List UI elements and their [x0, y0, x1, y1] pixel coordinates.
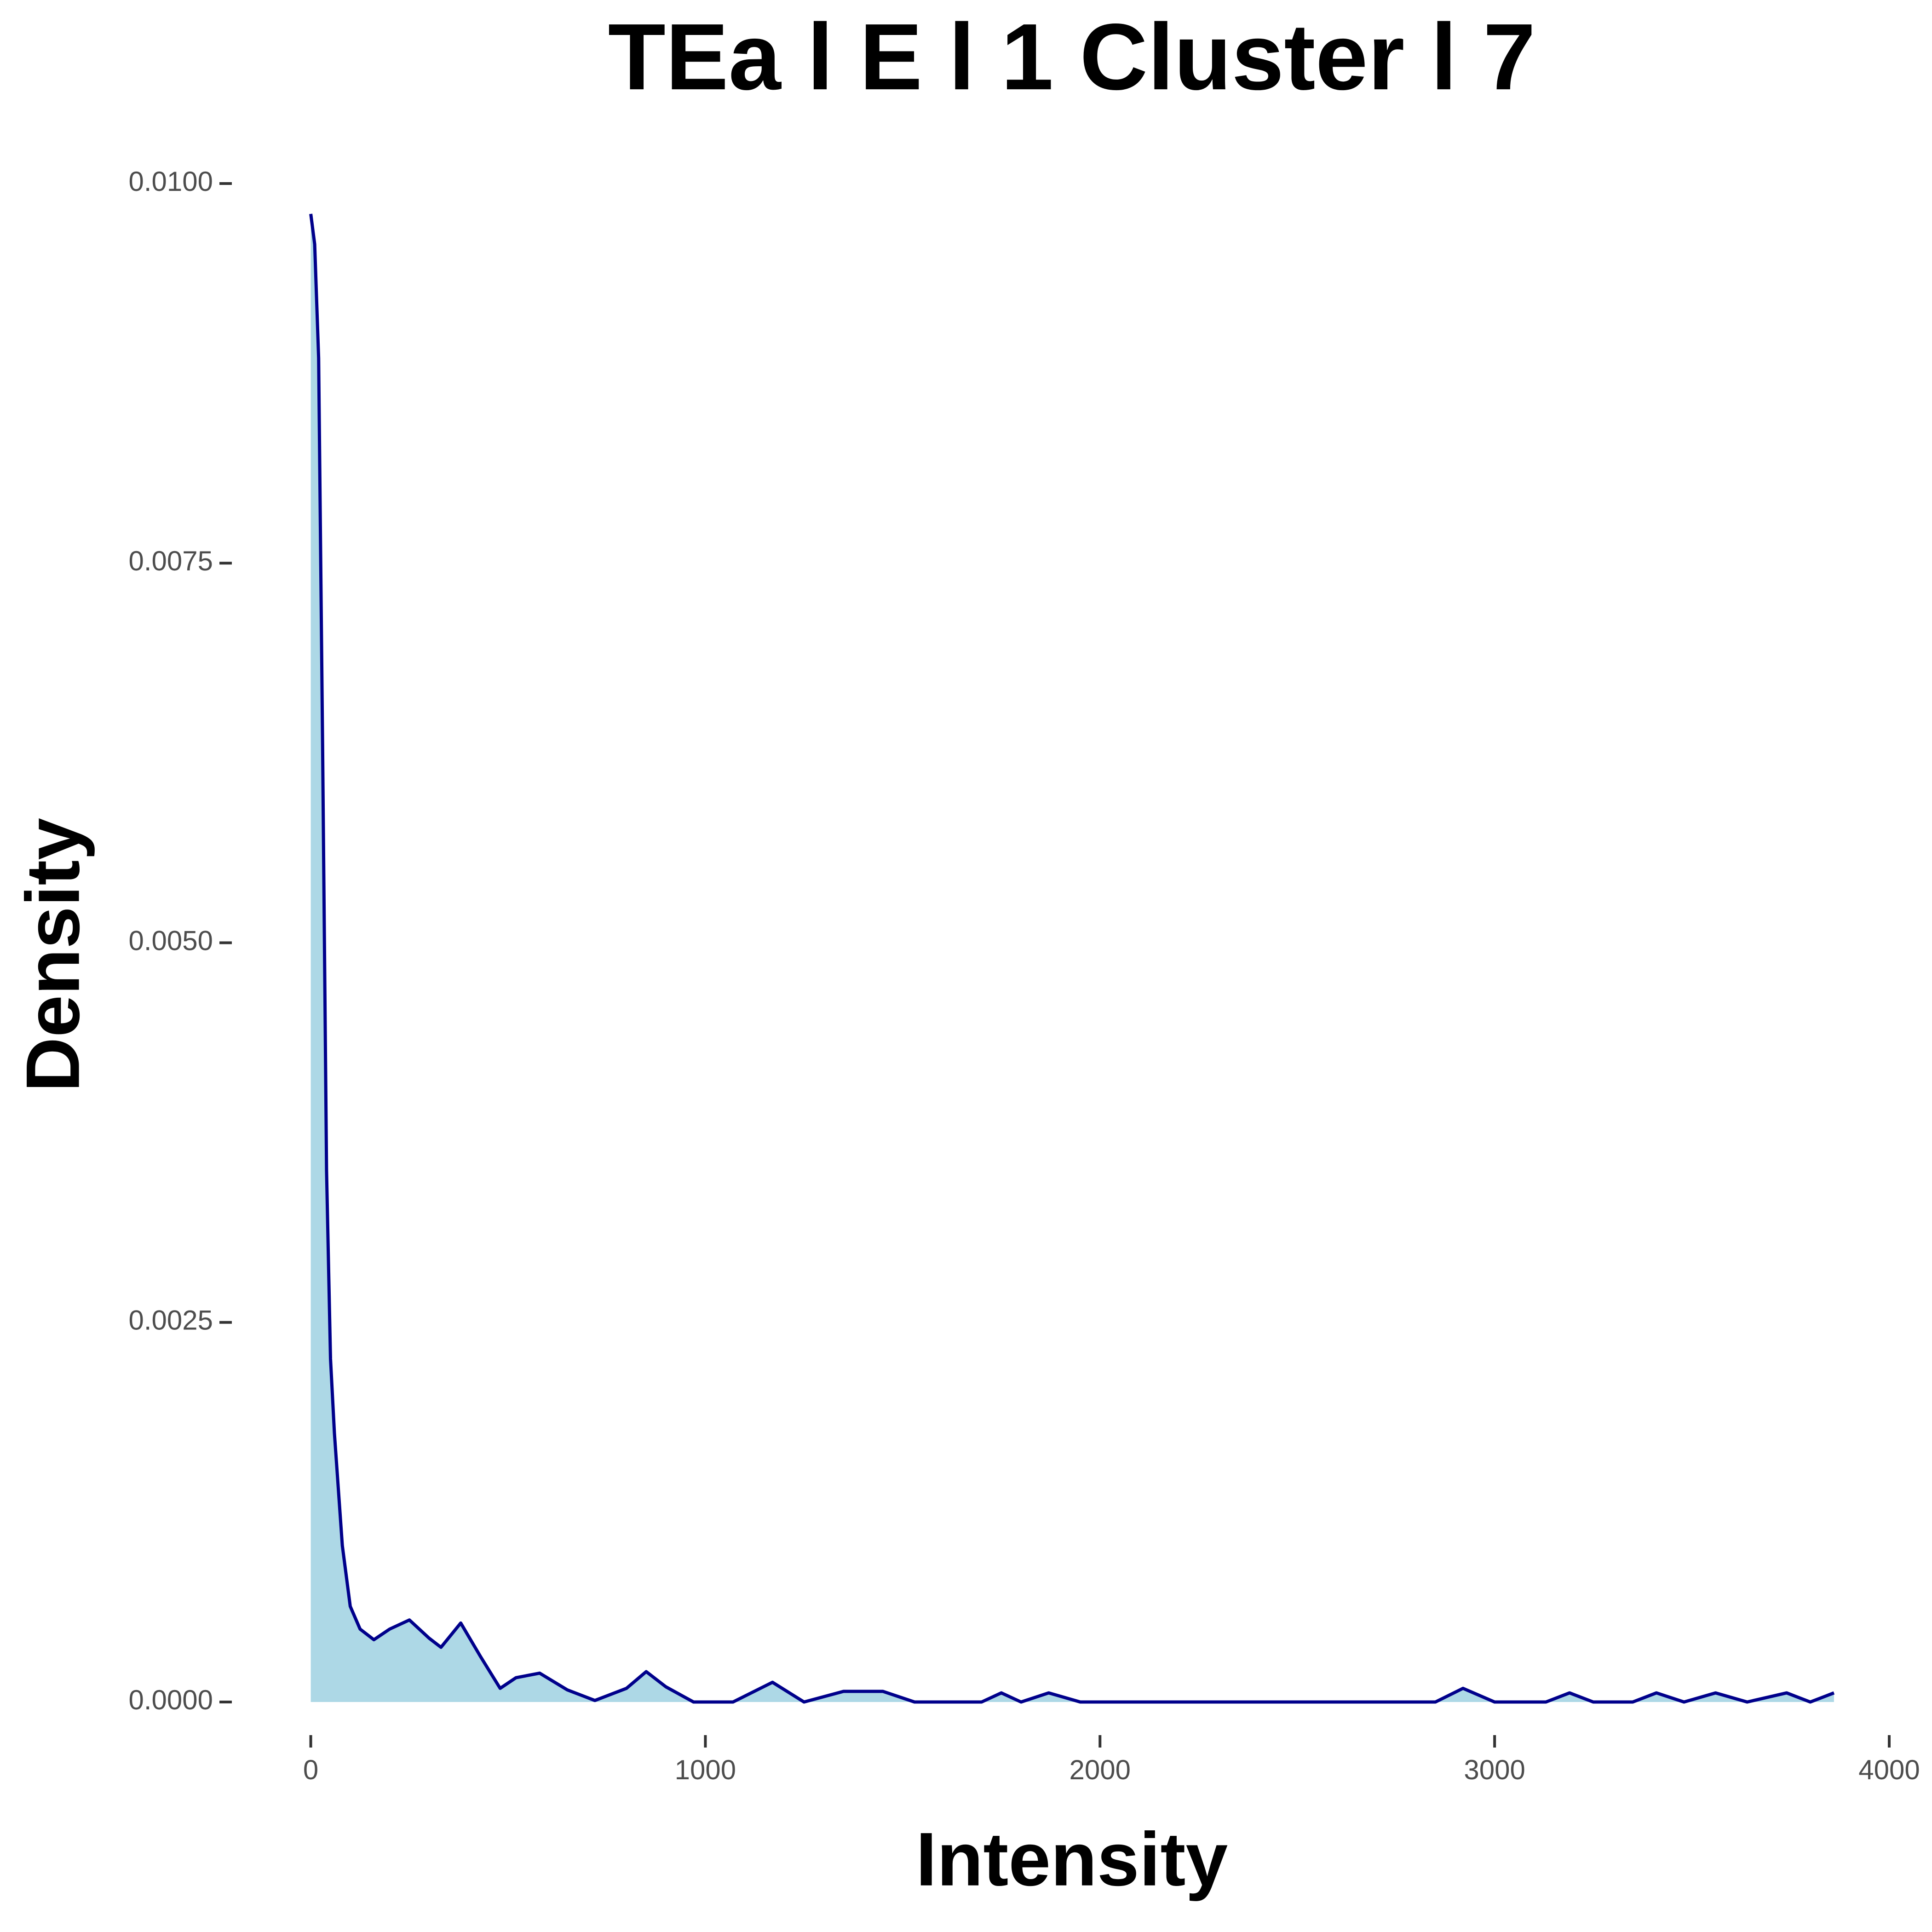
- x-axis-title: Intensity: [916, 1817, 1228, 1902]
- y-axis-title: Density: [11, 818, 95, 1092]
- y-tick-label: 0.0000: [128, 1685, 213, 1715]
- y-tick-label: 0.0025: [128, 1305, 213, 1336]
- chart-title: TEa l E l 1 Cluster l 7: [608, 4, 1536, 109]
- x-tick-label: 4000: [1858, 1754, 1920, 1785]
- density-line: [309, 213, 1835, 1704]
- y-tick-label: 0.0075: [128, 546, 213, 576]
- x-tick-label: 1000: [675, 1754, 736, 1785]
- x-tick-label: 2000: [1070, 1754, 1131, 1785]
- x-tick-label: 0: [303, 1754, 318, 1785]
- density-area: [310, 214, 1834, 1702]
- y-tick-label: 0.0050: [128, 925, 213, 956]
- x-tick-label: 3000: [1464, 1754, 1525, 1785]
- y-tick-label: 0.0100: [128, 166, 213, 197]
